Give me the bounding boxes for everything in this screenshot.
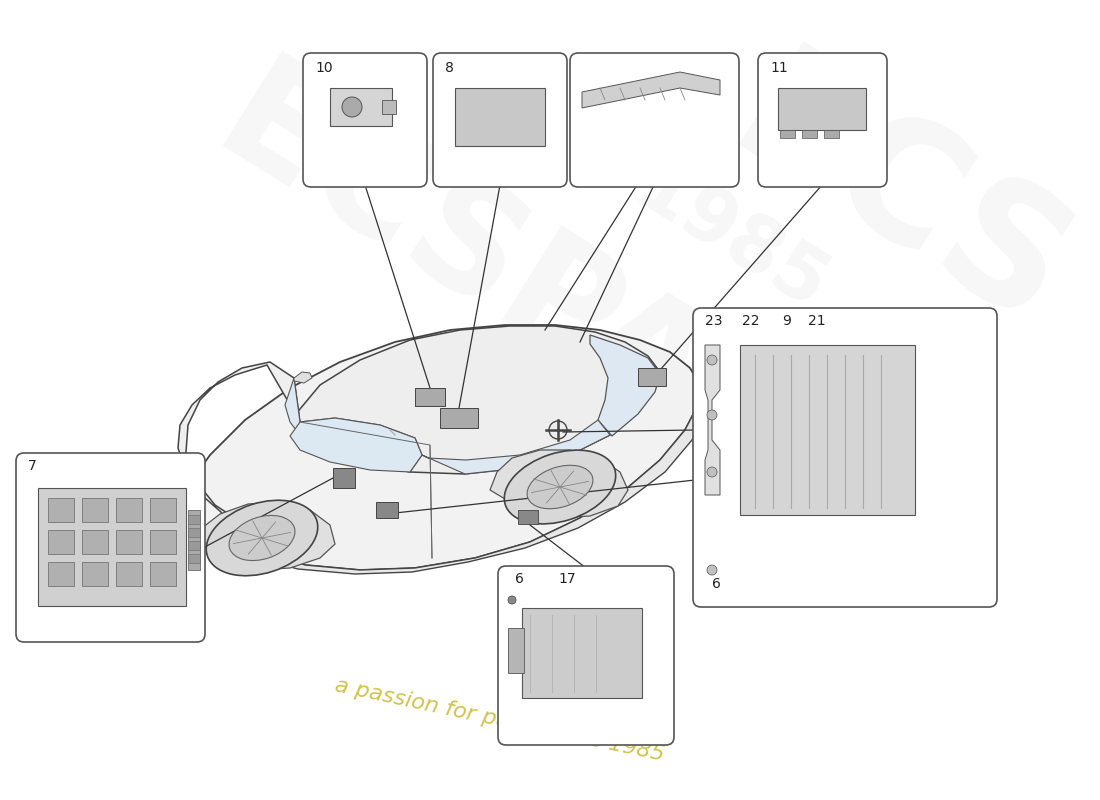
Bar — [802, 130, 817, 138]
Polygon shape — [296, 418, 422, 472]
Text: 7: 7 — [28, 459, 36, 473]
Text: a passion for parts since 1985: a passion for parts since 1985 — [333, 675, 667, 765]
Bar — [455, 88, 544, 146]
Polygon shape — [376, 502, 398, 518]
FancyBboxPatch shape — [433, 53, 566, 187]
Text: 23: 23 — [705, 314, 723, 328]
Bar — [188, 510, 200, 570]
Text: 10: 10 — [315, 61, 332, 75]
Bar — [415, 388, 446, 406]
Bar — [188, 528, 200, 537]
Text: 6: 6 — [515, 572, 524, 586]
Bar — [82, 562, 108, 586]
Ellipse shape — [207, 500, 318, 576]
Bar — [188, 554, 200, 563]
Bar — [382, 100, 396, 114]
Text: 9: 9 — [782, 314, 791, 328]
Bar — [82, 498, 108, 522]
Polygon shape — [705, 345, 720, 495]
Bar — [150, 530, 176, 554]
Bar — [48, 530, 74, 554]
Bar — [48, 562, 74, 586]
Bar — [39, 488, 186, 606]
FancyBboxPatch shape — [693, 308, 997, 607]
Polygon shape — [290, 418, 422, 472]
Bar — [48, 498, 74, 522]
Polygon shape — [155, 385, 710, 592]
FancyBboxPatch shape — [16, 453, 205, 642]
Polygon shape — [333, 468, 355, 488]
Polygon shape — [590, 335, 660, 436]
Text: 8: 8 — [446, 61, 454, 75]
Bar — [638, 368, 666, 386]
Text: 22: 22 — [742, 314, 759, 328]
Ellipse shape — [504, 450, 616, 524]
Text: ECSPARTS: ECSPARTS — [191, 46, 1009, 634]
Bar — [508, 628, 524, 673]
Bar — [188, 515, 200, 524]
Bar — [824, 130, 839, 138]
FancyBboxPatch shape — [302, 53, 427, 187]
Polygon shape — [295, 326, 660, 474]
Polygon shape — [294, 372, 312, 383]
Circle shape — [707, 467, 717, 477]
Text: 6: 6 — [712, 577, 720, 591]
Ellipse shape — [229, 515, 295, 561]
Polygon shape — [490, 450, 628, 518]
Bar — [116, 530, 142, 554]
Polygon shape — [155, 325, 700, 580]
Polygon shape — [155, 505, 175, 580]
Circle shape — [508, 596, 516, 604]
Bar — [780, 130, 795, 138]
FancyBboxPatch shape — [758, 53, 887, 187]
Bar — [82, 530, 108, 554]
Bar — [188, 541, 200, 550]
Bar — [518, 510, 538, 524]
Polygon shape — [195, 502, 336, 570]
FancyBboxPatch shape — [570, 53, 739, 187]
Text: 17: 17 — [558, 572, 575, 586]
Text: 21: 21 — [808, 314, 826, 328]
Bar — [116, 562, 142, 586]
Text: 1985: 1985 — [620, 152, 839, 328]
Text: ECS: ECS — [704, 36, 1096, 364]
Bar — [522, 608, 642, 698]
Text: 11: 11 — [770, 61, 788, 75]
Polygon shape — [285, 378, 300, 430]
Bar — [150, 498, 176, 522]
FancyBboxPatch shape — [498, 566, 674, 745]
Circle shape — [342, 97, 362, 117]
Circle shape — [707, 355, 717, 365]
Polygon shape — [422, 420, 611, 474]
Bar — [778, 88, 866, 130]
Circle shape — [707, 410, 717, 420]
Bar — [116, 498, 142, 522]
Bar — [440, 408, 478, 428]
Bar — [150, 562, 176, 586]
Circle shape — [707, 565, 717, 575]
Bar — [330, 88, 392, 126]
Polygon shape — [582, 72, 720, 108]
Bar — [740, 345, 915, 515]
Ellipse shape — [527, 466, 593, 509]
Polygon shape — [155, 362, 300, 580]
